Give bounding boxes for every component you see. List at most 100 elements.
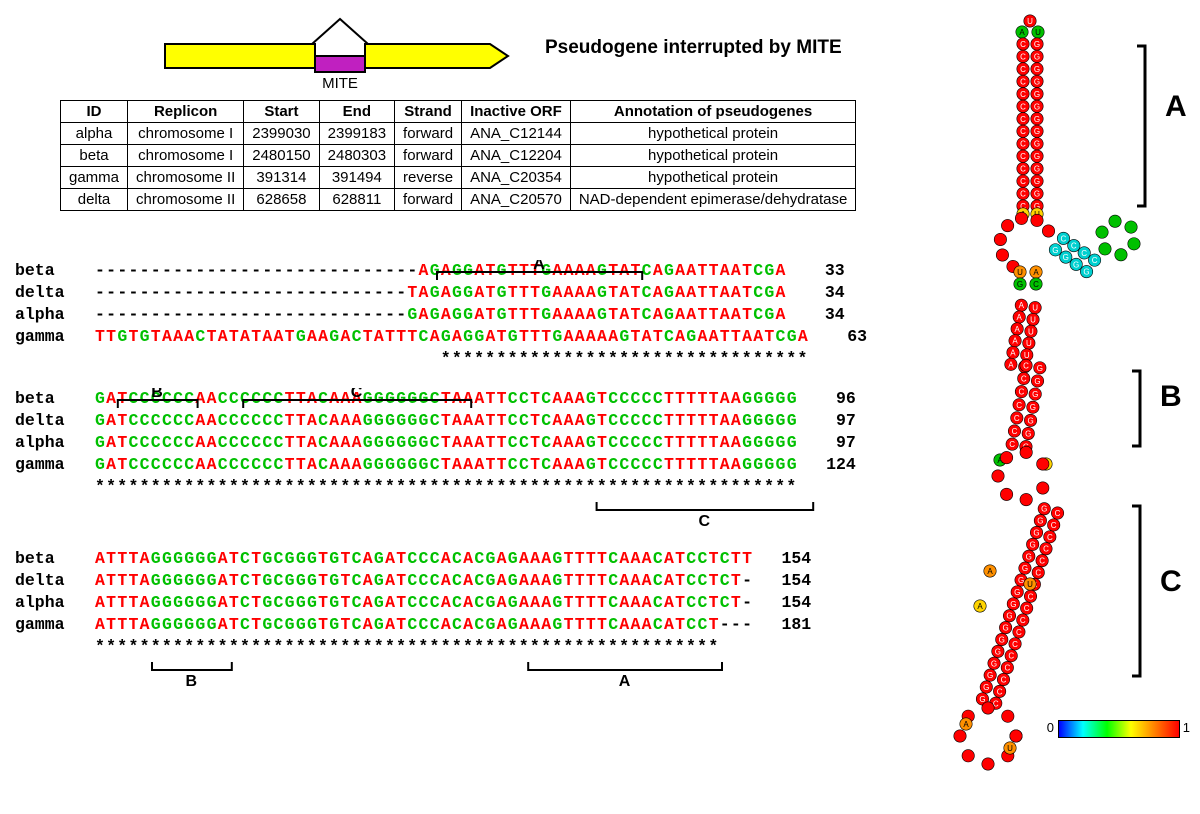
svg-text:G: G (995, 647, 1001, 656)
alignment-position: 33 (795, 260, 845, 282)
table-header-cell: End (319, 101, 394, 123)
svg-text:C: C (1012, 427, 1018, 436)
alignment-position: 154 (761, 548, 811, 570)
svg-text:C: C (1020, 77, 1026, 86)
svg-text:A: A (1014, 325, 1020, 334)
svg-text:C: C (1009, 440, 1015, 449)
svg-text:G: G (1034, 165, 1040, 174)
alignment-label: alpha (15, 432, 95, 454)
svg-text:A: A (619, 673, 632, 690)
table-cell: 2399030 (244, 123, 319, 145)
svg-text:C: C (1043, 545, 1049, 554)
svg-text:U: U (1030, 315, 1036, 324)
alignment-label: delta (15, 282, 95, 304)
alignment-sequence: ATTTAGGGGGGATCTGCGGGTGTCAGATCCCACACGAGAA… (95, 614, 753, 636)
table-cell: hypothetical protein (570, 145, 856, 167)
svg-text:A: A (977, 602, 983, 611)
svg-text:A: A (987, 567, 993, 576)
svg-text:G: G (1027, 416, 1033, 425)
table-cell: ANA_C12204 (462, 145, 571, 167)
svg-text:C: C (1039, 557, 1045, 566)
svg-text:C: C (1020, 65, 1026, 74)
alignment-position: 181 (761, 614, 811, 636)
sequence-alignment: Abeta-----------------------------AGAGGA… (15, 260, 965, 690)
alignment-row: alphaATTTAGGGGGGATCTGCGGGTGTCAGATCCCACAC… (15, 592, 965, 614)
svg-text:G: G (1034, 65, 1040, 74)
table-cell: chromosome II (128, 167, 244, 189)
alignment-sequence: GATCCCCCCAACCCCCCTTACAAAGGGGGGCTAAATTCCT… (95, 410, 798, 432)
svg-text:C: C (1014, 414, 1020, 423)
svg-text:U: U (1024, 351, 1030, 360)
svg-text:C: C (1020, 102, 1026, 111)
svg-text:G: G (991, 659, 997, 668)
table-cell: ANA_C20570 (462, 189, 571, 211)
svg-text:G: G (1052, 246, 1058, 255)
svg-text:B: B (1160, 380, 1182, 413)
svg-text:G: G (1030, 403, 1036, 412)
svg-text:C: C (1012, 640, 1018, 649)
table-cell: reverse (395, 167, 462, 189)
svg-text:G: G (987, 671, 993, 680)
svg-text:U: U (1027, 580, 1033, 589)
table-cell: ANA_C20354 (462, 167, 571, 189)
table-header-cell: Start (244, 101, 319, 123)
alignment-label: alpha (15, 304, 95, 326)
alignment-row: alphaGATCCCCCCAACCCCCCTTACAAAGGGGGGCTAAA… (15, 432, 965, 454)
svg-text:C: C (1016, 401, 1022, 410)
svg-text:C: C (1033, 280, 1039, 289)
svg-text:B: B (185, 673, 198, 690)
alignment-label: gamma (15, 454, 95, 476)
alignment-position: 96 (806, 388, 856, 410)
table-cell: forward (395, 123, 462, 145)
svg-text:G: G (1003, 624, 1009, 633)
table-header-cell: Replicon (128, 101, 244, 123)
svg-text:A: A (1012, 337, 1018, 346)
svg-text:C: C (1016, 628, 1022, 637)
table-cell: NAD-dependent epimerase/dehydratase (570, 189, 856, 211)
rna-secondary-structure: UAUCGCGCGCGCGCGCGCGCGCGCGCGCGCGAUGCGCGCG… (870, 6, 1190, 806)
table-header-cell: Annotation of pseudogenes (570, 101, 856, 123)
svg-text:A: A (1019, 301, 1025, 310)
svg-text:C: C (1008, 652, 1014, 661)
svg-text:G: G (1026, 552, 1032, 561)
gradient-label-0: 0 (1047, 720, 1054, 735)
svg-text:G: G (1063, 253, 1069, 262)
table-row: betachromosome I24801502480303forwardANA… (61, 145, 856, 167)
svg-text:G: G (1034, 127, 1040, 136)
svg-text:G: G (1017, 280, 1023, 289)
svg-text:C: C (1020, 40, 1026, 49)
alignment-sequence: ----------------------------GAGAGGATGTTT… (95, 304, 787, 326)
table-cell: hypothetical protein (570, 123, 856, 145)
alignment-position: 154 (761, 570, 811, 592)
table-cell: 2480303 (319, 145, 394, 167)
svg-text:G: G (1014, 588, 1020, 597)
alignment-position: 63 (817, 326, 867, 348)
svg-text:C: C (1020, 127, 1026, 136)
svg-text:G: G (1022, 564, 1028, 573)
table-header-cell: Inactive ORF (462, 101, 571, 123)
svg-text:A: A (1008, 360, 1014, 369)
table-cell: forward (395, 189, 462, 211)
alignment-sequence: TTGTGTAAACTATATAATGAAGACTATTTCAGAGGATGTT… (95, 326, 809, 348)
alignment-row: betaATTTAGGGGGGATCTGCGGGTGTCAGATCCCACACG… (15, 548, 965, 570)
mite-block (315, 56, 365, 72)
table-cell: alpha (61, 123, 128, 145)
alignment-label: beta (15, 548, 95, 570)
svg-text:G: G (983, 683, 989, 692)
svg-text:G: G (1033, 529, 1039, 538)
alignment-row: gammaATTTAGGGGGGATCTGCGGGTGTCAGATCCCACAC… (15, 614, 965, 636)
svg-text:G: G (1006, 612, 1012, 621)
table-header-cell: Strand (395, 101, 462, 123)
svg-text:C: C (698, 513, 711, 530)
svg-text:C: C (1055, 509, 1061, 518)
table-cell: gamma (61, 167, 128, 189)
svg-text:G: G (1025, 429, 1031, 438)
svg-text:G: G (1034, 102, 1040, 111)
table-header-row: IDRepliconStartEndStrandInactive ORFAnno… (61, 101, 856, 123)
svg-text:U: U (1028, 327, 1034, 336)
svg-text:C: C (1092, 256, 1098, 265)
alignment-bracket-bottom: C (95, 498, 965, 530)
svg-text:U: U (1026, 339, 1032, 348)
table-row: gammachromosome II391314391494reverseANA… (61, 167, 856, 189)
table-cell: 2480150 (244, 145, 319, 167)
